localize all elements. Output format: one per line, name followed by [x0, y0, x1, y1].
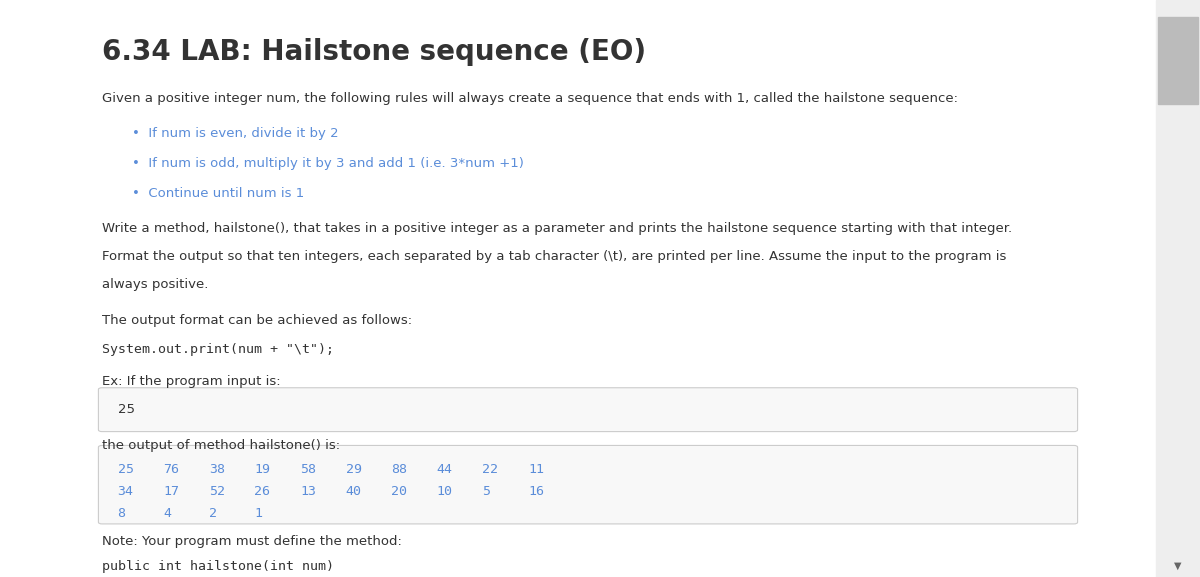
- Text: The output format can be achieved as follows:: The output format can be achieved as fol…: [102, 314, 412, 328]
- Text: 6.34 LAB: Hailstone sequence (EO): 6.34 LAB: Hailstone sequence (EO): [102, 38, 646, 66]
- Text: 5: 5: [482, 485, 491, 498]
- Text: 44: 44: [437, 463, 452, 476]
- Text: Note: Your program must define the method:: Note: Your program must define the metho…: [102, 535, 402, 549]
- Text: Write a method, hailstone(), that takes in a positive integer as a parameter and: Write a method, hailstone(), that takes …: [102, 222, 1012, 235]
- Bar: [1156, 0, 1200, 577]
- Text: 8: 8: [118, 507, 126, 520]
- Text: 11: 11: [528, 463, 544, 476]
- Text: •  If num is odd, multiply it by 3 and add 1 (i.e. 3*num +1): • If num is odd, multiply it by 3 and ad…: [132, 157, 524, 170]
- Text: 29: 29: [346, 463, 361, 476]
- Text: 17: 17: [163, 485, 179, 498]
- Text: Format the output so that ten integers, each separated by a tab character (\t), : Format the output so that ten integers, …: [102, 250, 1007, 263]
- Text: Ex: If the program input is:: Ex: If the program input is:: [102, 375, 281, 388]
- Text: 52: 52: [209, 485, 224, 498]
- Text: 34: 34: [118, 485, 133, 498]
- Text: 19: 19: [254, 463, 270, 476]
- Text: 1: 1: [254, 507, 263, 520]
- Bar: [1158, 17, 1198, 104]
- Text: public int hailstone(int num): public int hailstone(int num): [102, 560, 334, 573]
- Text: 88: 88: [391, 463, 407, 476]
- FancyBboxPatch shape: [98, 445, 1078, 524]
- Text: 13: 13: [300, 485, 316, 498]
- FancyBboxPatch shape: [98, 388, 1078, 432]
- Text: •  If num is even, divide it by 2: • If num is even, divide it by 2: [132, 127, 338, 140]
- Text: ▼: ▼: [1174, 561, 1182, 571]
- Text: 40: 40: [346, 485, 361, 498]
- Text: 10: 10: [437, 485, 452, 498]
- Text: 20: 20: [391, 485, 407, 498]
- Text: 16: 16: [528, 485, 544, 498]
- Text: System.out.print(num + "\t");: System.out.print(num + "\t");: [102, 343, 334, 357]
- Text: Given a positive integer num, the following rules will always create a sequence : Given a positive integer num, the follow…: [102, 92, 958, 106]
- Text: •  Continue until num is 1: • Continue until num is 1: [132, 187, 305, 200]
- Text: the output of method hailstone() is:: the output of method hailstone() is:: [102, 439, 340, 452]
- Text: 25: 25: [118, 463, 133, 476]
- Text: 2: 2: [209, 507, 217, 520]
- Text: 76: 76: [163, 463, 179, 476]
- Text: 26: 26: [254, 485, 270, 498]
- Text: 38: 38: [209, 463, 224, 476]
- Text: always positive.: always positive.: [102, 278, 209, 291]
- Text: 22: 22: [482, 463, 498, 476]
- Text: 4: 4: [163, 507, 172, 520]
- Text: 25: 25: [118, 403, 134, 416]
- Text: 58: 58: [300, 463, 316, 476]
